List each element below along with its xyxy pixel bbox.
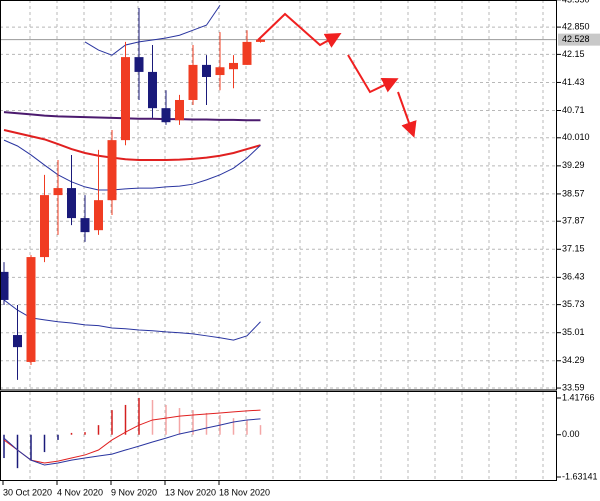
indicator-line	[3, 129, 261, 162]
arrow	[397, 91, 417, 138]
y-tick-label: 1.41766	[562, 392, 595, 402]
candle-body	[134, 57, 144, 72]
x-tick-label: 13 Nov 2020	[165, 487, 216, 497]
last-price-label: 42.528	[562, 34, 590, 44]
indicator-line	[3, 299, 261, 341]
y-tick-label: 37.87	[562, 216, 585, 226]
y-tick-label: 33.59	[562, 382, 585, 392]
candle-body	[229, 62, 238, 70]
candle-body	[121, 57, 130, 141]
forecast-arrows	[257, 12, 417, 138]
vertical-grid	[29, 0, 544, 481]
x-tick-label: 4 Nov 2020	[57, 487, 103, 497]
candle-body	[148, 71, 157, 109]
arrow	[257, 12, 342, 48]
sub-panel	[3, 397, 262, 469]
candle-body	[256, 39, 265, 42]
y-tick-label: 35.01	[562, 327, 585, 337]
y-tick-label: 40.71	[562, 105, 585, 115]
y-tick-label: -1.63141	[562, 471, 598, 481]
candle-body	[107, 140, 117, 201]
main-panel	[0, 0, 557, 389]
y-tick-label: 0.00	[562, 429, 580, 439]
x-tick-label: 30 Oct 2020	[3, 487, 52, 497]
candle-body	[202, 64, 211, 77]
candle-body	[67, 188, 76, 219]
last-price-box	[558, 33, 600, 46]
y-tick-label: 43.550	[562, 0, 590, 4]
arrow	[347, 54, 399, 94]
y-tick-label: 42.850	[562, 21, 590, 31]
indicator-line	[3, 418, 261, 466]
y-tick-label: 40.010	[562, 132, 590, 142]
candle-body	[0, 271, 9, 300]
y-tick-label: 37.15	[562, 244, 585, 254]
x-tick-label: 9 Nov 2020	[111, 487, 157, 497]
indicator-line	[3, 139, 261, 191]
sub-frame	[0, 391, 557, 481]
candle-body	[242, 41, 252, 65]
x-tick-label: 18 Nov 2020	[219, 487, 270, 497]
candle-body	[161, 108, 171, 123]
indicator-line	[3, 409, 261, 464]
y-tick-label: 36.43	[562, 272, 585, 282]
candle-body	[53, 188, 63, 196]
y-tick-label: 39.29	[562, 160, 585, 170]
candle-body	[175, 99, 184, 121]
y-tick-label: 41.43	[562, 77, 585, 87]
y-tick-label: 42.15	[562, 49, 585, 59]
y-tick-label: 34.29	[562, 355, 585, 365]
indicator-line	[84, 4, 221, 56]
candle-body	[13, 335, 22, 348]
main-frame	[0, 0, 557, 391]
candle-body	[215, 67, 225, 76]
candle-body	[188, 64, 198, 100]
y-tick-label: 38.57	[562, 188, 585, 198]
candle-body	[80, 218, 90, 233]
indicator-line	[3, 111, 261, 122]
candle-body	[40, 195, 49, 258]
candle-body	[26, 257, 36, 362]
y-tick-label: 35.73	[562, 299, 585, 309]
candle-body	[94, 200, 103, 231]
